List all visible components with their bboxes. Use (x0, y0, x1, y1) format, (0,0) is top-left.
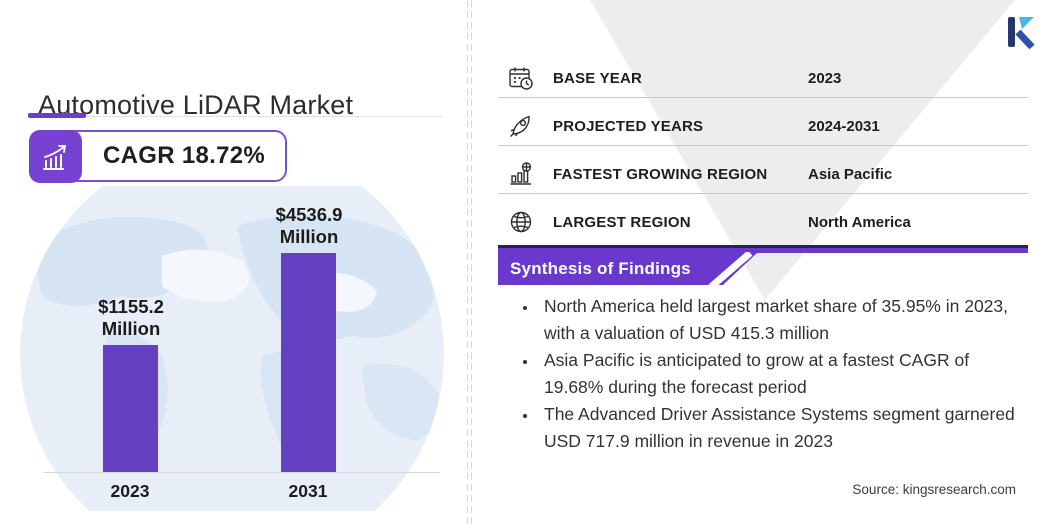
stat-label: LARGEST REGION (553, 213, 691, 231)
stat-row-largest-region: LARGEST REGION North America (498, 198, 1028, 246)
stat-value: 2024-2031 (808, 117, 880, 135)
globe-growth-icon (510, 162, 532, 185)
kingsresearch-logo (1008, 17, 1035, 50)
growth-chart-icon (29, 130, 82, 183)
finding-item: North America held largest market share … (538, 293, 1022, 347)
stat-value: North America (808, 213, 911, 231)
row-separator (498, 145, 1028, 146)
background-triangle-graphic (590, 0, 1015, 300)
stat-row-base-year: BASE YEAR 2023 (498, 54, 1028, 102)
bar-2023 (103, 345, 158, 473)
bar-value-label-2023: $1155.2 Million (98, 296, 164, 339)
right-panel: BASE YEAR 2023 PROJECTED YEARS 2024-2031 (498, 0, 1056, 528)
findings-header-strip (498, 248, 1028, 253)
x-tick-2023: 2023 (110, 481, 150, 501)
stat-value: 2023 (808, 69, 842, 87)
title-accent-bar (28, 113, 86, 118)
globe-icon (510, 211, 532, 233)
stat-row-projected-years: PROJECTED YEARS 2024-2031 (498, 102, 1028, 150)
x-tick-2031: 2031 (288, 481, 328, 501)
x-axis-line (43, 472, 440, 473)
bar-2031 (281, 253, 336, 473)
calendar-clock-icon (509, 67, 533, 90)
stat-label: FASTEST GROWING REGION (553, 165, 768, 183)
row-separator (498, 97, 1028, 98)
row-separator (498, 193, 1028, 194)
findings-header-top-line (498, 245, 1028, 248)
title-divider (28, 116, 443, 117)
panel-divider-dashed-line (467, 0, 468, 528)
stat-label: BASE YEAR (553, 69, 643, 87)
bar-value-label-2031: $4536.9 Million (275, 204, 343, 247)
panel-divider-dashed-line-2 (471, 0, 472, 528)
findings-list: North America held largest market share … (508, 293, 1015, 455)
finding-item: Asia Pacific is anticipated to grow at a… (538, 347, 1022, 401)
findings-banner: Synthesis of Findings (498, 252, 758, 285)
cagr-badge: CAGR 18.72% (29, 130, 287, 183)
stat-row-fastest-growing-region: FASTEST GROWING REGION Asia Pacific (498, 150, 1028, 198)
rocket-icon (510, 115, 530, 137)
page-title: Automotive LiDAR Market (38, 90, 354, 121)
findings-title: Synthesis of Findings (510, 258, 691, 278)
source-attribution: Source: kingsresearch.com (852, 482, 1016, 497)
stat-value: Asia Pacific (808, 165, 893, 183)
stat-label: PROJECTED YEARS (553, 117, 704, 135)
cagr-value-label: CAGR 18.72% (102, 142, 266, 169)
finding-item: The Advanced Driver Assistance Systems s… (538, 401, 1022, 455)
world-map-graphic (20, 186, 444, 511)
